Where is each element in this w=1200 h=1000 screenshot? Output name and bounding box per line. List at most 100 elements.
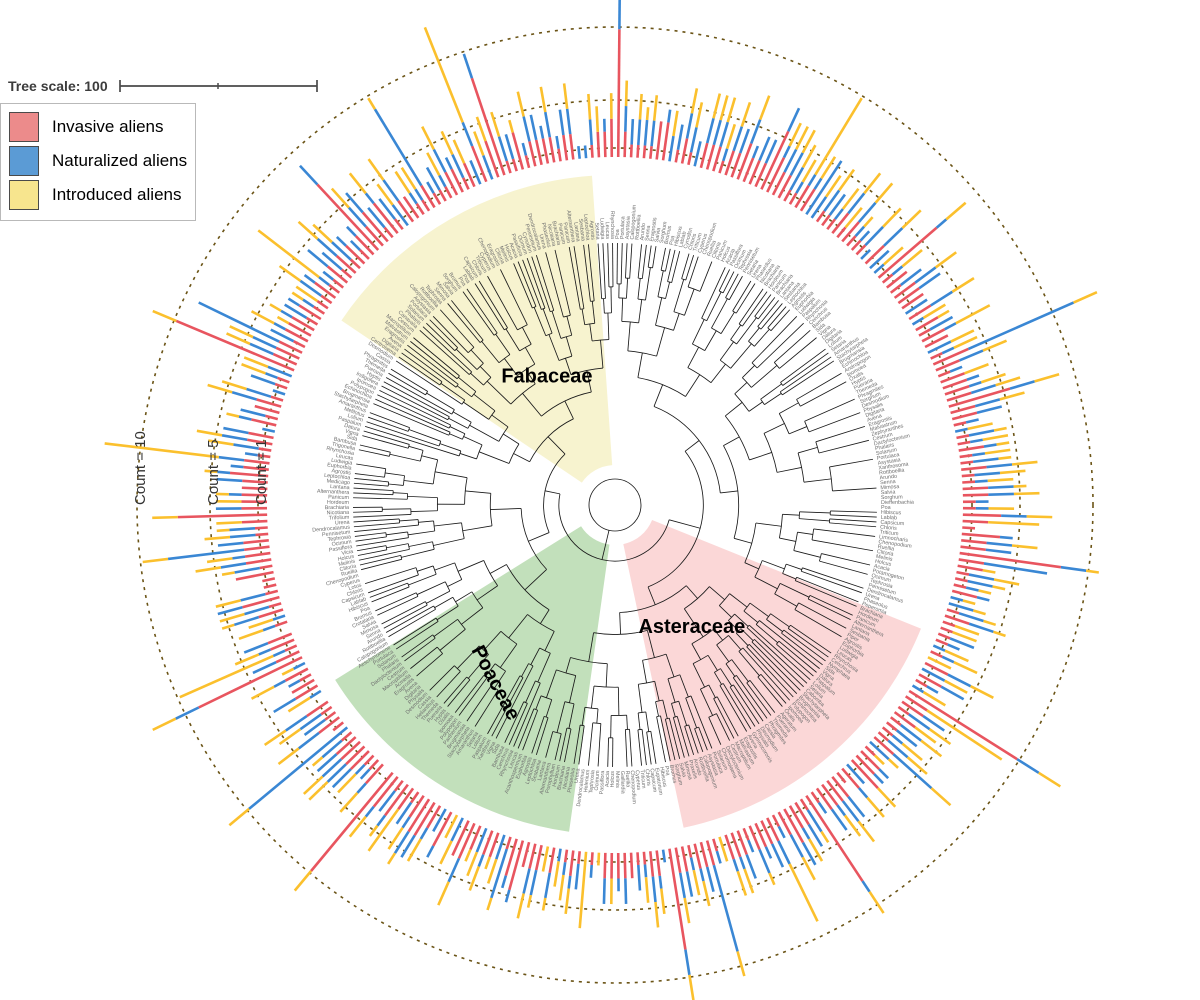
bar-invasive (274, 382, 288, 390)
bar-introduced (426, 152, 441, 176)
bar-naturalized (699, 868, 705, 882)
legend-item-introduced[interactable]: Introduced aliens (9, 178, 187, 212)
internal-branch (667, 678, 676, 703)
internal-branch (685, 374, 701, 397)
clade-label-fabaceae: Fabaceae (501, 365, 592, 387)
bar-invasive (284, 667, 309, 682)
terminal-branch (802, 567, 864, 589)
internal-branch (655, 701, 659, 717)
bar-invasive (272, 352, 298, 366)
bar-introduced (808, 838, 824, 862)
bar-invasive (718, 160, 725, 174)
ring-label-10: Count = 10 (132, 431, 149, 505)
internal-branch (713, 628, 723, 641)
bar-naturalized (349, 239, 361, 251)
internal-branch (714, 672, 722, 685)
tip-label: Urena (574, 768, 582, 783)
bar-naturalized (719, 121, 730, 148)
bar-naturalized (722, 148, 729, 162)
bar-naturalized (500, 875, 508, 889)
bar-naturalized (267, 365, 293, 378)
terminal-branch (491, 677, 524, 737)
bar-naturalized (618, 0, 621, 30)
internal-branch (457, 560, 484, 572)
legend-item-invasive[interactable]: Invasive aliens (9, 110, 187, 144)
internal-branch (566, 316, 573, 336)
terminal-branch (401, 634, 434, 658)
internal-branch (679, 674, 689, 698)
scale-bar-graphic (118, 80, 318, 92)
internal-arc (508, 443, 520, 464)
bar-invasive (636, 144, 640, 158)
internal-branch (743, 610, 759, 623)
bar-invasive (372, 202, 399, 235)
internal-branch (763, 423, 785, 434)
bar-invasive (254, 526, 268, 530)
bar-invasive (426, 805, 442, 829)
terminal-branch (796, 576, 859, 603)
bar-invasive (959, 551, 1062, 569)
bar-invasive (288, 322, 312, 337)
terminal-branch (578, 725, 585, 765)
bar-introduced (263, 729, 287, 747)
tip-label: Vicia (341, 549, 353, 557)
internal-branch (657, 270, 664, 297)
terminal-branch (474, 283, 505, 331)
bar-invasive (873, 736, 895, 756)
tip-label: Triticum (879, 529, 899, 537)
internal-branch (418, 520, 434, 523)
bar-naturalized (777, 825, 786, 839)
tip-label: Acacia (507, 242, 519, 259)
tip-label: Chloris (880, 525, 898, 532)
bar-naturalized (869, 740, 890, 761)
internal-arc (407, 582, 410, 588)
tip-label: Asystasia (625, 216, 632, 239)
internal-arc (593, 685, 619, 688)
terminal-branch (381, 601, 426, 625)
internal-branch (426, 590, 451, 604)
bar-invasive (930, 650, 943, 658)
internal-branch (755, 624, 778, 643)
bar-invasive (340, 740, 361, 761)
legend-item-naturalized[interactable]: Naturalized aliens (9, 144, 187, 178)
terminal-branch (713, 698, 735, 739)
bar-invasive (826, 218, 837, 231)
bar-naturalized (751, 145, 760, 159)
internal-arc (746, 680, 751, 684)
internal-arc (566, 727, 572, 730)
bar-invasive (864, 244, 885, 265)
internal-branch (408, 429, 441, 442)
tip-label: Rottboellia (635, 214, 643, 240)
internal-branch (760, 383, 782, 400)
terminal-branch (353, 482, 389, 487)
tip-label: Ruellia (624, 771, 631, 788)
bar-invasive (864, 745, 876, 757)
bar-invasive (794, 184, 810, 209)
internal-branch (548, 334, 560, 361)
bar-invasive (432, 811, 453, 847)
internal-branch (385, 472, 405, 477)
bar-introduced (339, 792, 359, 813)
internal-arc (447, 416, 450, 420)
bar-naturalized (860, 248, 872, 260)
bar-naturalized (529, 114, 538, 141)
bar-introduced (1034, 372, 1060, 383)
internal-branch (665, 281, 671, 299)
tip-label: Clitoria (876, 549, 894, 558)
internal-branch (389, 453, 421, 462)
terminal-branch (770, 309, 791, 331)
terminal-branch (736, 675, 768, 719)
bar-naturalized (914, 266, 937, 284)
internal-arc (455, 384, 459, 388)
terminal-branch (358, 548, 410, 561)
terminal-branch (522, 259, 542, 310)
terminal-branch (699, 261, 713, 292)
internal-branch (525, 369, 536, 385)
bar-invasive (548, 847, 556, 874)
bar-invasive (918, 328, 931, 337)
tip-label: Chloris (688, 233, 699, 251)
bar-introduced (638, 93, 643, 120)
internal-branch (455, 591, 473, 603)
internal-branch (653, 384, 664, 407)
bar-naturalized (891, 265, 904, 276)
